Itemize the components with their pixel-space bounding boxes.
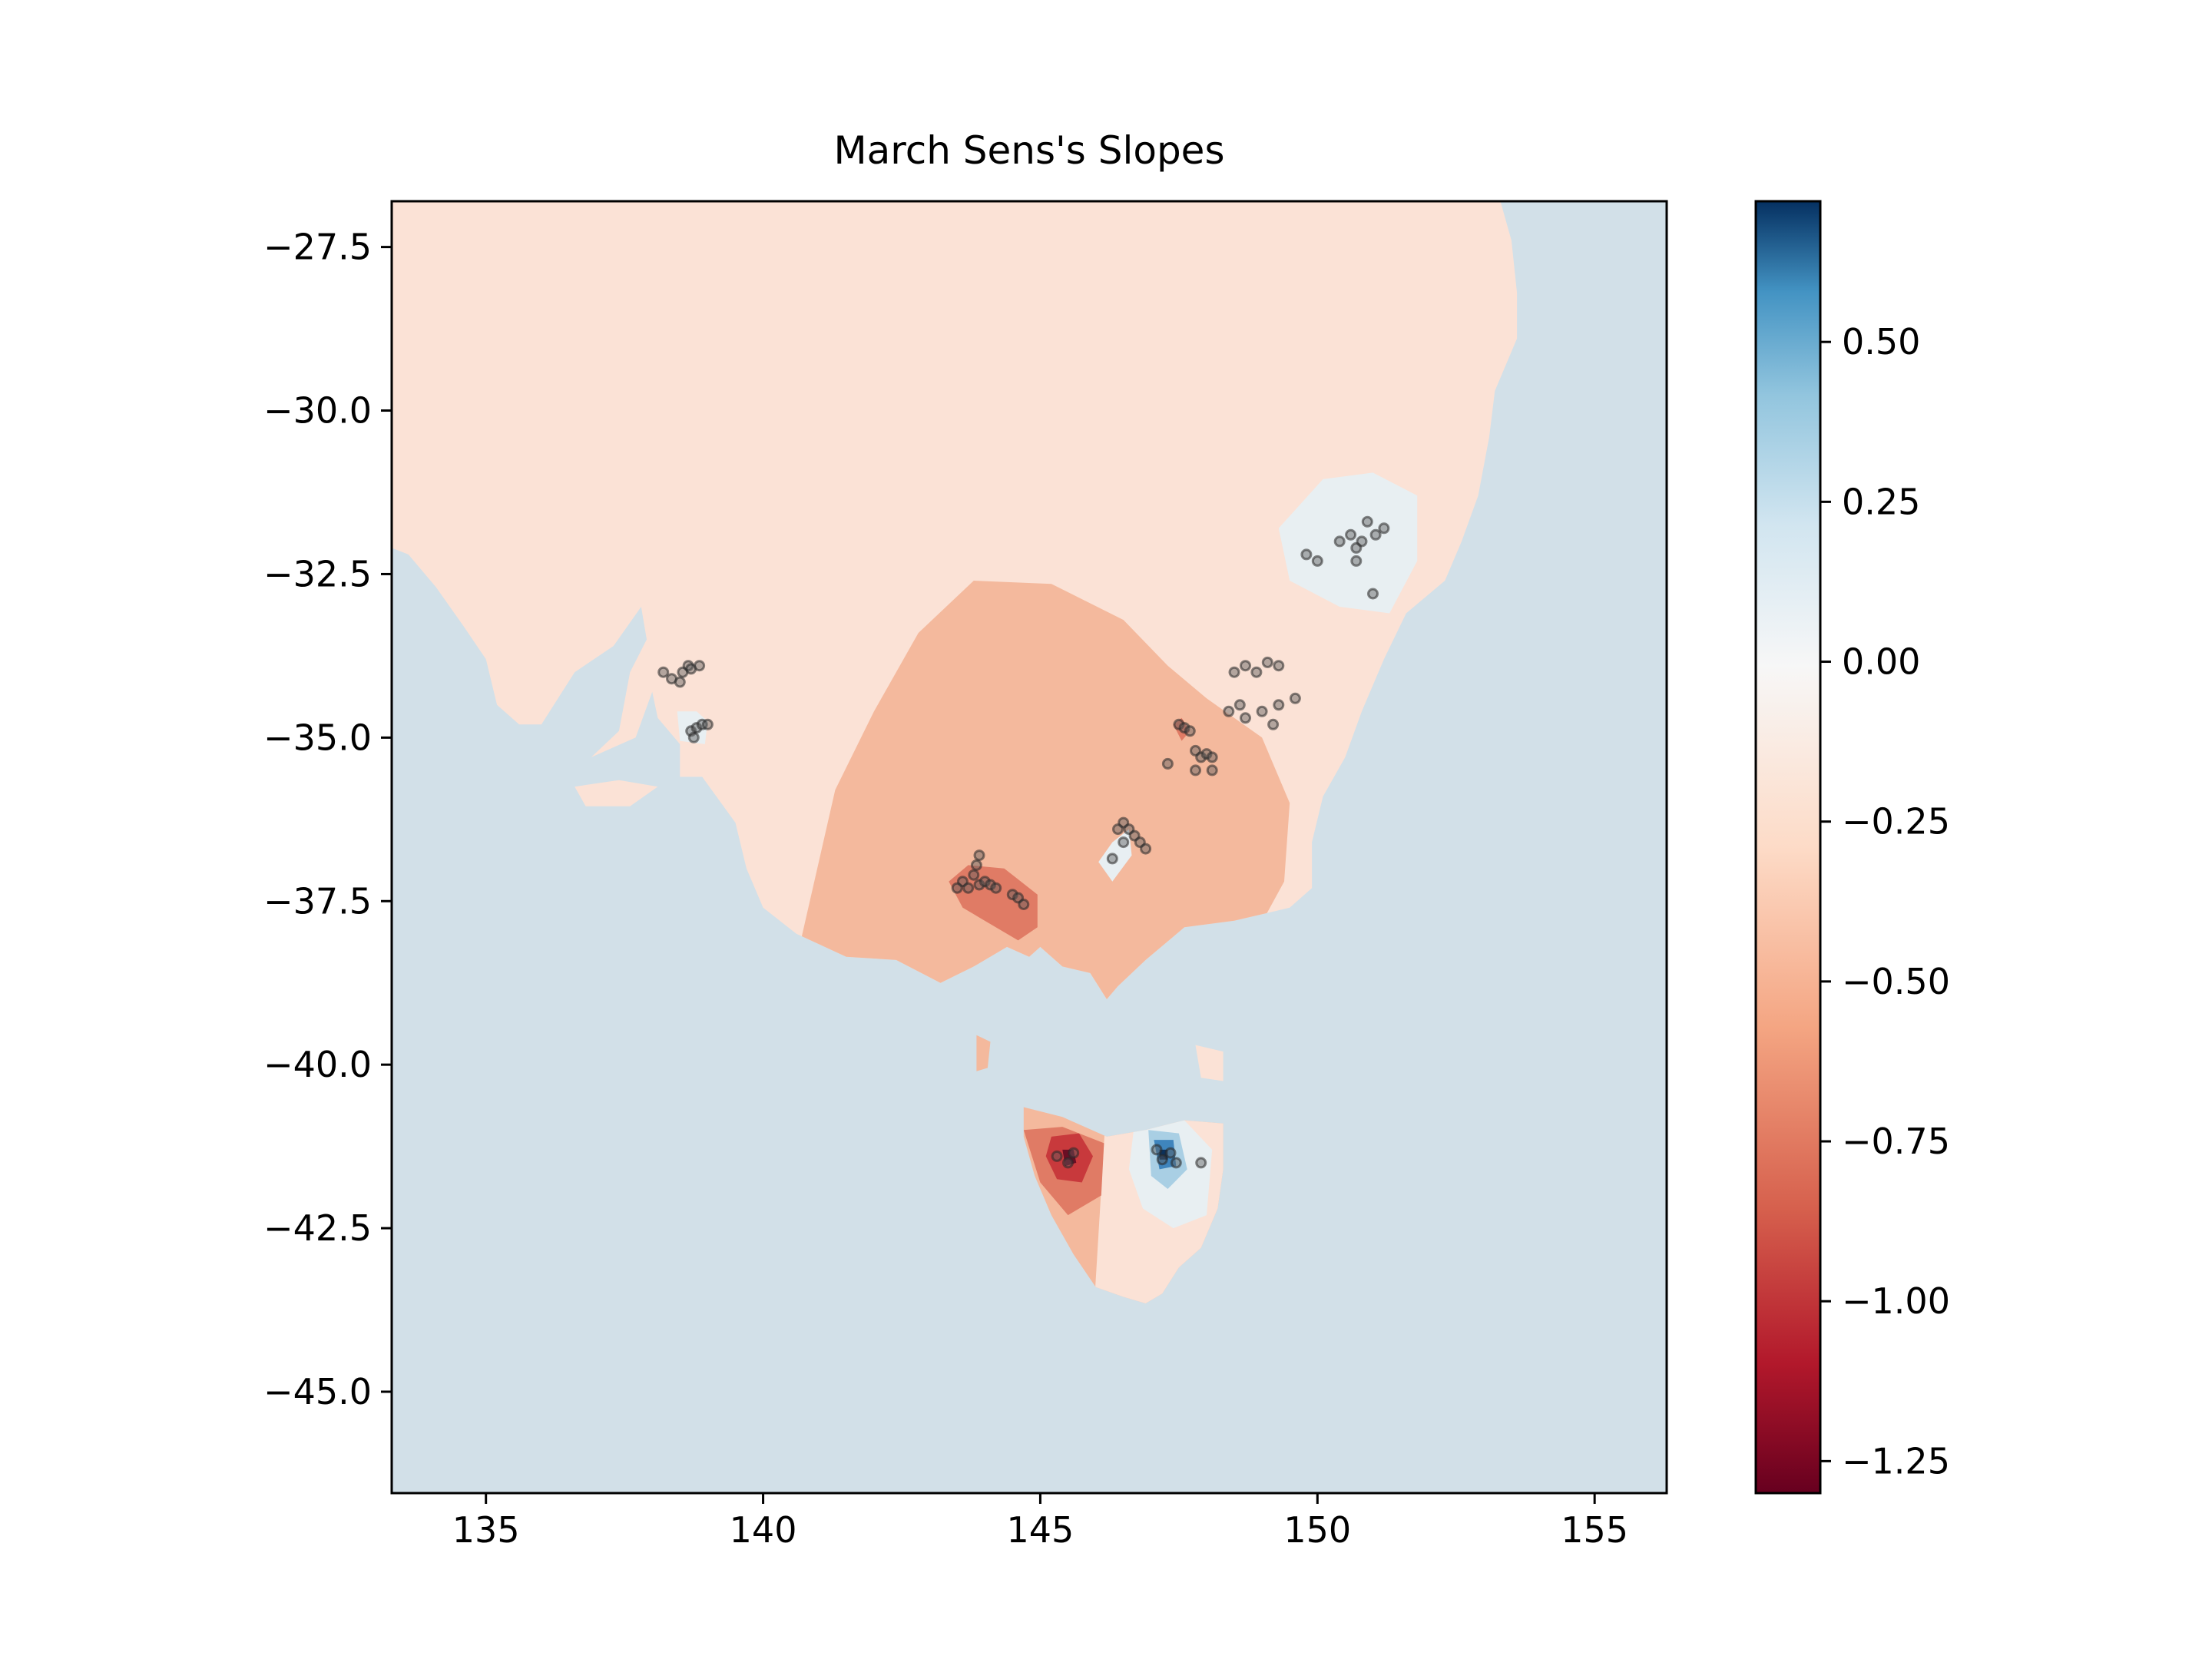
- x-tick-label: 135: [452, 1509, 520, 1551]
- station-marker: [1273, 660, 1285, 672]
- y-axis: −27.5 −30.0 −32.5 −35.0 −37.5 −40.0 −42.5 −45.0: [263, 227, 392, 1412]
- y-tick-label: −45.0: [263, 1371, 372, 1412]
- station-marker: [1333, 535, 1346, 548]
- colorbar-tick-label: 0.25: [1842, 481, 1920, 522]
- station-marker: [1223, 705, 1235, 717]
- contour-level-m050-region: [796, 581, 1290, 999]
- station-marker: [1170, 1157, 1182, 1169]
- station-marker: [1300, 548, 1313, 561]
- x-tick-label: 145: [1007, 1509, 1075, 1551]
- chart-title: March Sens's Slopes: [833, 128, 1224, 173]
- station-marker: [1369, 528, 1382, 541]
- station-marker: [1350, 555, 1363, 567]
- station-marker: [674, 676, 686, 688]
- station-marker: [1361, 515, 1373, 528]
- station-marker: [951, 882, 963, 894]
- station-marker: [1233, 699, 1246, 711]
- colorbar-ticks: 0.50 0.25 0.00 −0.25 −0.50 −0.75 −1.00 −1.25: [1820, 321, 1950, 1482]
- station-marker: [973, 849, 985, 862]
- colorbar-tick-label: −0.50: [1842, 961, 1950, 1002]
- x-tick-label: 155: [1561, 1509, 1628, 1551]
- contour-level-0-region-hunter: [1278, 472, 1418, 614]
- station-marker: [1350, 541, 1363, 554]
- station-marker: [1311, 555, 1323, 567]
- colorbar-tick-label: −1.00: [1842, 1280, 1950, 1322]
- station-marker: [1345, 528, 1357, 541]
- station-marker: [1261, 656, 1273, 668]
- colorbar-gradient: [1756, 201, 1820, 1493]
- y-tick-label: −42.5: [263, 1207, 372, 1249]
- station-marker: [1240, 712, 1251, 724]
- y-tick-label: −30.0: [263, 390, 372, 432]
- station-marker: [701, 718, 714, 730]
- station-marker: [687, 731, 700, 743]
- station-marker: [1062, 1157, 1074, 1169]
- plot-frame: [390, 200, 1668, 1495]
- y-tick-label: −27.5: [263, 227, 372, 268]
- colorbar-tick-label: 0.50: [1842, 321, 1920, 363]
- station-marker: [1240, 660, 1251, 672]
- colorbar-frame: [1754, 200, 1822, 1495]
- station-marker: [1018, 899, 1030, 910]
- station-marker: [1112, 823, 1124, 836]
- y-tick-label: −37.5: [263, 880, 372, 922]
- colorbar-tick-label: −0.25: [1842, 801, 1950, 843]
- station-marker: [970, 859, 982, 871]
- station-marker: [1256, 705, 1268, 717]
- station-marker: [1267, 718, 1280, 730]
- station-marker: [1367, 588, 1379, 600]
- station-marker: [657, 666, 670, 678]
- station-marker: [1184, 725, 1196, 737]
- kangaroo-island: [575, 780, 658, 806]
- colorbar-tick-label: −1.25: [1842, 1440, 1950, 1482]
- colorbar-tick-label: −0.75: [1842, 1121, 1950, 1162]
- colorbar: 0.50 0.25 0.00 −0.25 −0.50 −0.75 −1.00 −1.25: [1754, 200, 1950, 1495]
- station-marker: [1156, 1154, 1168, 1166]
- station-marker: [1228, 666, 1240, 678]
- x-tick-label: 150: [1283, 1509, 1351, 1551]
- y-tick-label: −35.0: [263, 717, 372, 758]
- king-island: [976, 1035, 991, 1071]
- station-marker: [1118, 836, 1130, 849]
- x-tick-label: 140: [730, 1509, 797, 1551]
- station-marker: [990, 882, 1002, 894]
- y-tick-label: −40.0: [263, 1044, 372, 1085]
- y-tick-label: −32.5: [263, 553, 372, 594]
- station-marker: [1273, 699, 1285, 711]
- colorbar-tick-label: 0.00: [1842, 641, 1920, 683]
- station-marker: [1051, 1150, 1063, 1162]
- station-marker: [1164, 1147, 1177, 1159]
- station-marker: [1161, 757, 1174, 770]
- station-marker: [1206, 751, 1218, 763]
- station-marker: [1068, 1147, 1080, 1159]
- station-marker: [962, 882, 975, 894]
- plot-area: [392, 201, 1667, 1493]
- station-marker: [1140, 843, 1152, 855]
- x-axis: 135 140 145 150 155: [452, 1493, 1628, 1551]
- station-marker: [1195, 1157, 1207, 1169]
- station-marker: [1206, 764, 1218, 777]
- station-marker: [968, 869, 980, 881]
- station-marker: [1151, 1144, 1163, 1156]
- station-markers: [657, 515, 1390, 1169]
- station-marker: [1250, 666, 1263, 678]
- flinders-island: [1195, 1045, 1224, 1081]
- station-marker: [1378, 522, 1390, 535]
- station-marker: [1190, 764, 1201, 777]
- station-marker: [694, 660, 706, 672]
- station-marker: [1289, 692, 1301, 704]
- station-marker: [1106, 853, 1118, 865]
